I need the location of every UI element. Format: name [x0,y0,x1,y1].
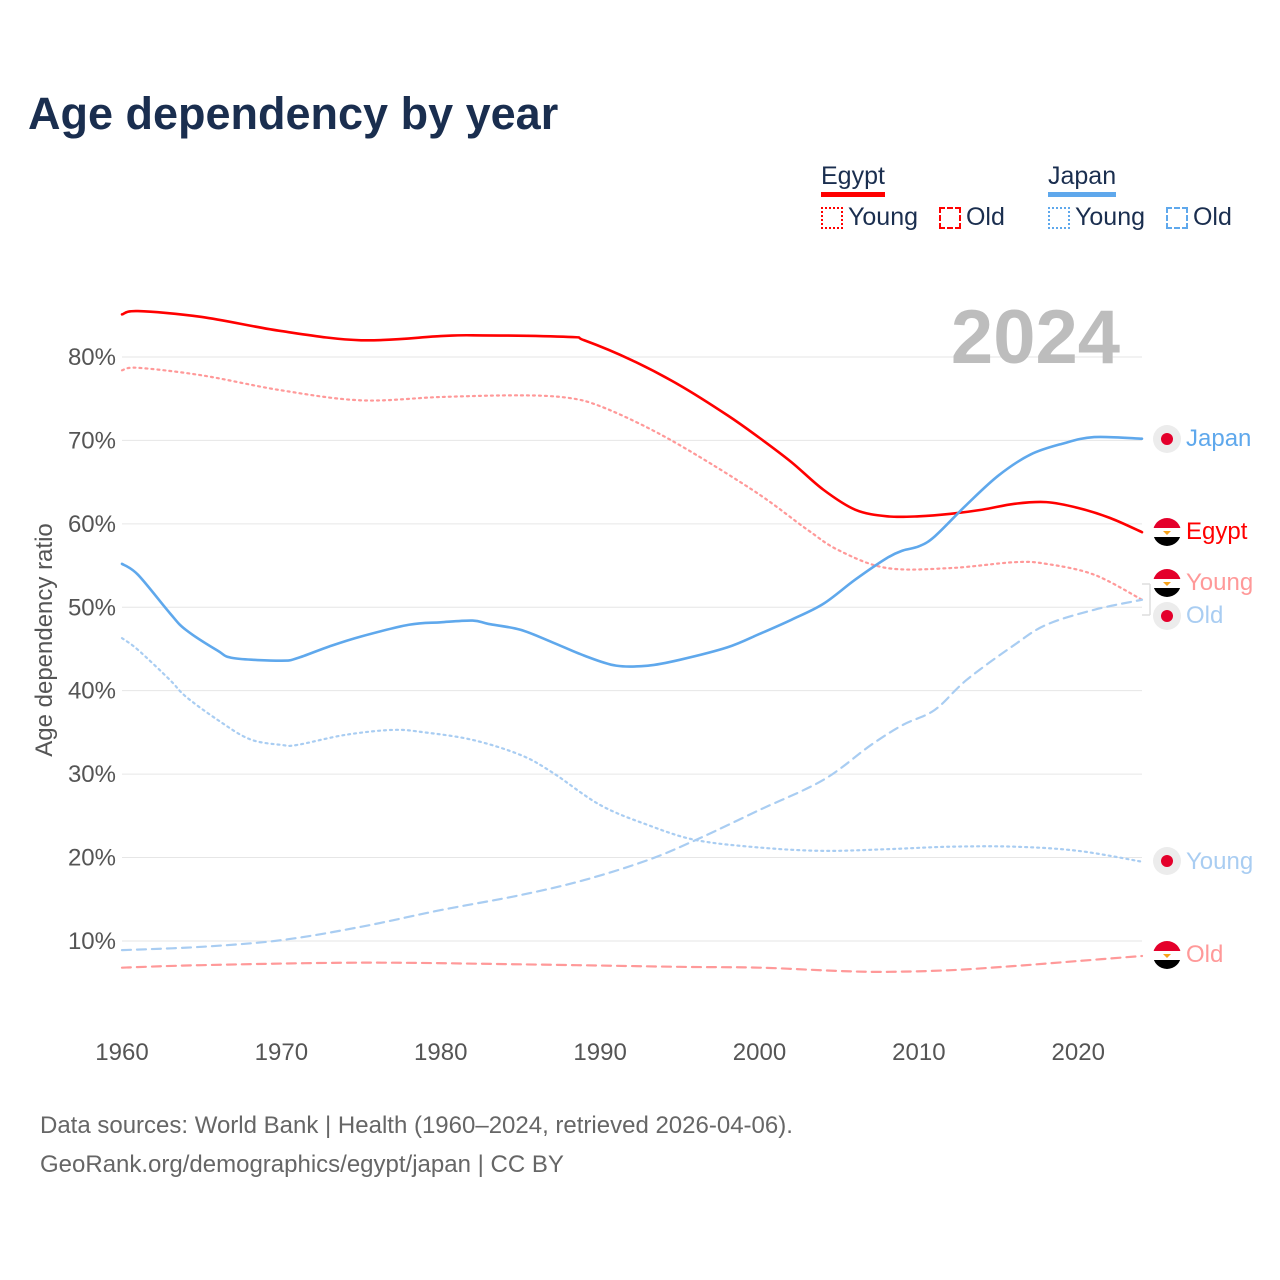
attribution-link[interactable]: GeoRank.org/demographics/egypt/japan | C… [40,1151,564,1178]
legend-japan-label: Japan [1048,162,1117,197]
japan-flag-icon [1153,602,1181,630]
y-tick-label: 80% [68,344,116,371]
x-tick-label: 2020 [1052,1039,1105,1066]
x-axis-ticks: 1960 1970 1980 1990 2000 2010 2020 [95,1039,1105,1066]
legend-label: Young [1075,203,1145,231]
legend-japan: Japan Young Old [1048,162,1246,236]
japan-flag-icon [1153,425,1181,453]
end-label-egypt-old: Old [1186,941,1223,968]
dotted-swatch-icon [821,206,843,229]
legend-label: Young [848,203,918,231]
x-tick-label: 1960 [95,1039,148,1066]
y-tick-label: 70% [68,427,116,454]
series-line-egypt [120,309,1144,534]
y-tick-label: 40% [68,678,116,705]
y-tick-label: 10% [68,928,116,955]
end-label-egypt-young: Young [1186,569,1253,596]
x-tick-label: 1990 [573,1039,626,1066]
series-line-egypt-old [120,954,1144,973]
y-tick-label: 50% [68,594,116,621]
egypt-flag-icon [1153,518,1181,547]
end-label-japan-old: Old [1186,602,1223,629]
dashed-swatch-icon [938,206,961,229]
footer: Data sources: World Bank | Health (1960–… [40,1106,793,1184]
end-label-egypt: Egypt [1186,518,1248,545]
y-tick-label: 20% [68,845,116,872]
series-line-japan-young [120,637,1144,863]
year-label: 2024 [951,295,1120,380]
legend-label: Old [1192,203,1232,231]
data-source-text: Data sources: World Bank | Health (1960–… [40,1112,793,1139]
legend-japan-old: Old [1165,203,1232,232]
legend-egypt-old: Old [938,203,1005,232]
y-axis-ticks: 10% 20% 30% 40% 50% 60% 70% 80% [68,344,116,955]
x-tick-label: 1980 [414,1039,467,1066]
dashed-swatch-icon [1165,206,1188,229]
chart-title: Age dependency by year [28,88,559,139]
series-line-japan [120,435,1144,668]
series-line-egypt-young [120,366,1144,601]
x-tick-label: 2010 [892,1039,945,1066]
legend-egypt-young: Young [821,203,918,232]
label-connector [1142,583,1151,616]
end-label-japan-young: Young [1186,848,1253,875]
japan-flag-icon [1153,847,1181,875]
legend-label: Old [965,203,1005,231]
y-tick-label: 30% [68,761,116,788]
legend-egypt: Egypt Young Old [821,162,1019,236]
egypt-flag-icon [1153,941,1181,970]
x-tick-label: 1970 [255,1039,308,1066]
dotted-swatch-icon [1048,206,1070,229]
y-axis-label: Age dependency ratio [31,523,58,757]
legend-egypt-label: Egypt [821,162,885,197]
egypt-flag-icon [1153,569,1181,598]
series-lines [120,309,1144,973]
y-tick-label: 60% [68,511,116,538]
series-line-japan-old [120,598,1144,952]
legend-japan-young: Young [1048,203,1145,232]
x-tick-label: 2000 [733,1039,786,1066]
gridlines [122,356,1142,942]
end-label-japan: Japan [1186,425,1251,452]
